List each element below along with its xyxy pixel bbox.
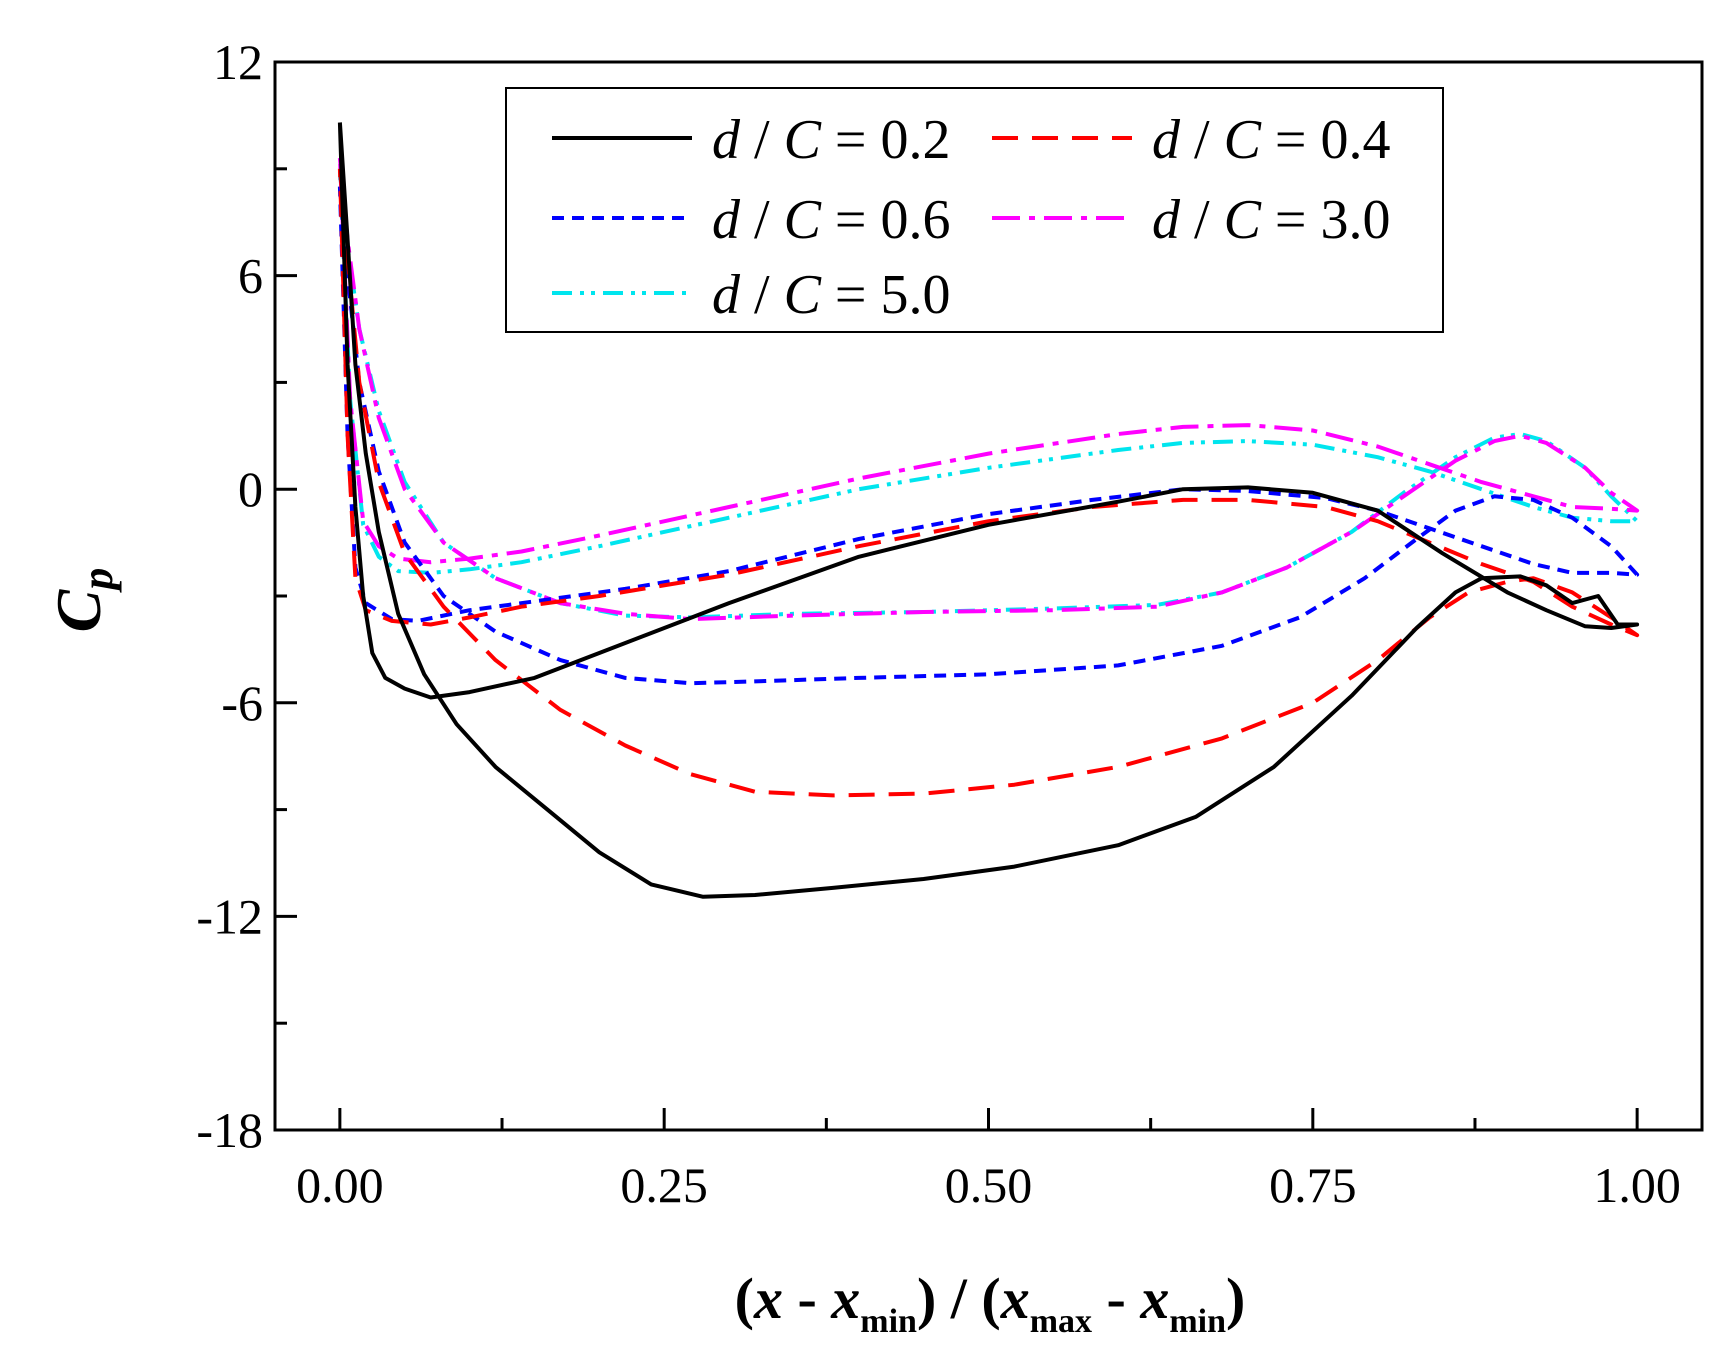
x-tick-label: 1.00 — [1593, 1157, 1681, 1213]
x-axis-title-x4: x — [1139, 1266, 1169, 1331]
x-axis-title-close: ) — [1226, 1266, 1245, 1331]
legend-label: d / C = 3.0 — [1152, 189, 1391, 251]
y-axis-title: Cp — [43, 568, 122, 633]
legend-label: d / C = 5.0 — [712, 264, 951, 326]
series-line-0-2 — [337, 122, 1640, 899]
y-tick-label: 6 — [238, 248, 263, 304]
x-tick-label: 0.75 — [1269, 1157, 1357, 1213]
plot-lines — [337, 122, 1640, 899]
y-tick-label: 0 — [238, 461, 263, 517]
y-tick-label: 12 — [213, 34, 263, 90]
x-tick-label: 0.50 — [945, 1157, 1033, 1213]
plot-frame — [273, 60, 1704, 1132]
x-axis-title-sub-min1: min — [860, 1303, 917, 1340]
x-tick-label: 0.00 — [296, 1157, 384, 1213]
x-axis-title-sub-max: max — [1030, 1303, 1092, 1340]
y-axis-title-sub: p — [73, 568, 122, 594]
legend-label: d / C = 0.2 — [712, 109, 951, 171]
y-axis-title-main: C — [43, 588, 114, 632]
y-tick-label: -18 — [196, 1102, 263, 1158]
x-axis-title-open: ( — [735, 1266, 754, 1331]
x-axis-title-x3: x — [1000, 1266, 1030, 1331]
legend: d / C = 0.2 d / C = 0.4 d / C = 0.6 d / C =… — [505, 87, 1444, 333]
tick-labels: 0.00 0.25 0.50 0.75 1.00 12 6 0 -6 -12 -18 — [196, 34, 1681, 1213]
y-tick-label: -12 — [196, 888, 263, 944]
legend-label: d / C = 0.6 — [712, 189, 951, 251]
x-axis-title-dash2: - — [1092, 1266, 1140, 1331]
x-tick-label: 0.25 — [620, 1157, 708, 1213]
x-axis-title-dash1: - — [783, 1266, 831, 1331]
x-axis-title-x2: x — [830, 1266, 860, 1331]
series-line-0-6 — [337, 186, 1640, 686]
x-axis-title: (x - xmin) / (xmax - xmin) — [735, 1266, 1246, 1340]
x-axis-title-sub-min2: min — [1169, 1303, 1226, 1340]
y-tick-label: -6 — [221, 675, 263, 731]
x-axis-title-x1: x — [753, 1266, 783, 1331]
x-axis-title-mid: ) / ( — [917, 1266, 1001, 1331]
series-line-3-0 — [337, 157, 1640, 622]
legend-label: d / C = 0.4 — [1152, 109, 1391, 171]
